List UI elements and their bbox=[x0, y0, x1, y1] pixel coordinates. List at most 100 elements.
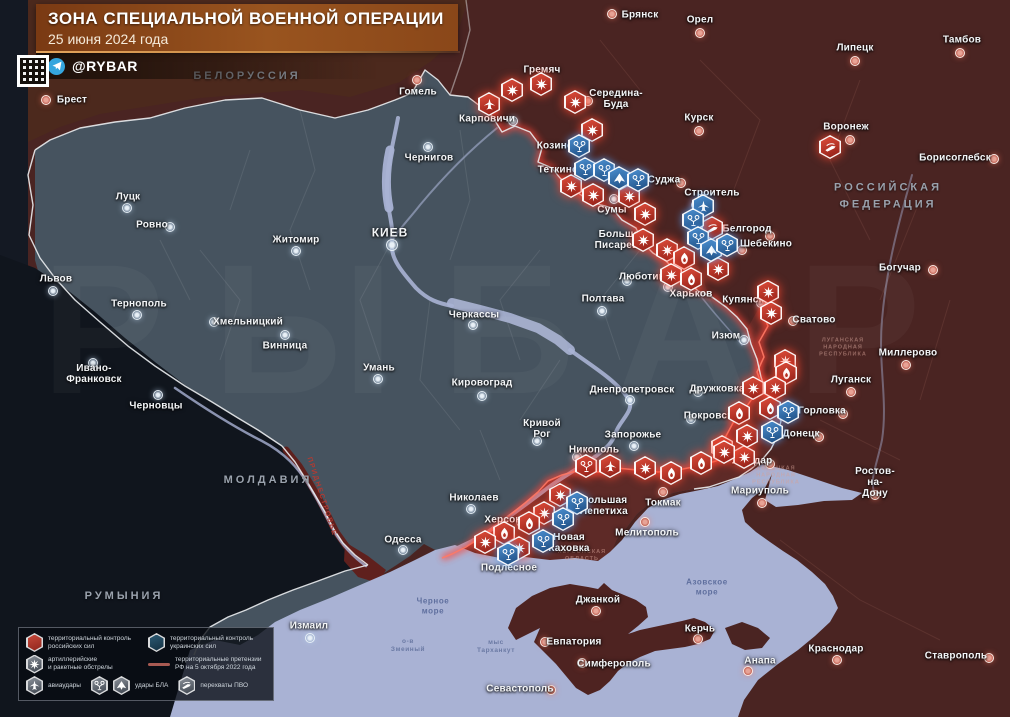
city-dot bbox=[540, 637, 550, 647]
legend-item-air-defense: перехваты ПВО bbox=[178, 676, 248, 695]
city-dot bbox=[676, 178, 686, 188]
city-label: Шебекино bbox=[739, 238, 793, 250]
legend-item-russian-control: территориальный контроль российских сил bbox=[26, 633, 148, 652]
claims-line-icon bbox=[148, 662, 170, 666]
hexagon-icon bbox=[690, 451, 712, 475]
city-dot bbox=[694, 126, 704, 136]
city-label: Горловка bbox=[798, 405, 846, 417]
city-dot bbox=[291, 246, 301, 256]
city-label: Теткино bbox=[537, 164, 579, 176]
city-label: Измаил bbox=[289, 620, 329, 632]
city-label: Суджа bbox=[647, 174, 681, 186]
city-dot bbox=[280, 330, 290, 340]
city-label: Орел bbox=[686, 14, 714, 26]
city-dot bbox=[765, 459, 775, 469]
city-label: Винница bbox=[262, 340, 308, 352]
hexagon-icon bbox=[518, 511, 540, 535]
city-label: Большая Писаревка bbox=[594, 228, 650, 251]
city-label: Гомель bbox=[399, 86, 437, 98]
qr-code-icon bbox=[17, 55, 49, 87]
city-dot bbox=[412, 75, 422, 85]
hexagon-icon bbox=[581, 118, 603, 142]
oblast-lines-ua bbox=[159, 109, 641, 481]
city-label: КИЕВ bbox=[371, 225, 409, 240]
legend-item-drone-strikes: удары БЛА bbox=[90, 676, 168, 695]
city-label: Сватово bbox=[792, 314, 836, 326]
city-label: Евпатория bbox=[546, 636, 602, 648]
city-label: Запорожье bbox=[604, 429, 662, 441]
city-dot bbox=[48, 286, 58, 296]
air-defense-icon bbox=[178, 676, 196, 695]
hexagon-icon bbox=[552, 507, 574, 531]
hexagon-icon bbox=[575, 454, 597, 478]
city-dot bbox=[466, 504, 476, 514]
hexagon-icon bbox=[707, 257, 729, 281]
city-dot bbox=[153, 390, 163, 400]
city-dot bbox=[850, 56, 860, 66]
hexagon-icon bbox=[608, 166, 630, 190]
city-label: Николаев bbox=[449, 492, 499, 504]
city-label: Карповичи bbox=[458, 113, 516, 125]
city-dot bbox=[955, 48, 965, 58]
city-label: Анапа bbox=[744, 655, 776, 667]
hexagon-icon bbox=[568, 134, 590, 158]
city-label: Харьков bbox=[669, 288, 713, 300]
hexagon-icon bbox=[474, 530, 496, 554]
hexagon-icon bbox=[532, 529, 554, 553]
city-dot bbox=[693, 387, 703, 397]
city-label: Купянск bbox=[722, 294, 764, 306]
city-label: Луцк bbox=[115, 191, 141, 203]
city-label: Курск bbox=[684, 112, 714, 124]
city-label: Тамбов bbox=[942, 34, 982, 46]
telegram-bar: @RYBAR bbox=[36, 53, 376, 79]
hexagon-icon bbox=[777, 400, 799, 424]
city-dot bbox=[122, 203, 132, 213]
city-label: Хмельницкий bbox=[213, 316, 283, 328]
channel-handle: @RYBAR bbox=[72, 58, 138, 74]
city-dot bbox=[209, 317, 219, 327]
quadcopter-drone-icon bbox=[90, 676, 108, 695]
city-label: Херсон bbox=[484, 514, 522, 526]
city-label: Миллерово bbox=[878, 347, 938, 359]
hexagon-icon bbox=[566, 491, 588, 515]
city-label: Ростов-на-Дону bbox=[855, 466, 895, 500]
hexagon-icon bbox=[530, 72, 552, 96]
city-dot bbox=[838, 409, 848, 419]
city-label: Козино bbox=[536, 140, 574, 152]
legend-item-ukrainian-control: территориальный контроль украинских сил bbox=[148, 633, 253, 652]
hexagon-icon bbox=[761, 420, 783, 444]
map-title: ЗОНА СПЕЦИАЛЬНОЙ ВОЕННОЙ ОПЕРАЦИИ bbox=[48, 9, 444, 28]
city-dot bbox=[928, 265, 938, 275]
city-label: Луганск bbox=[830, 374, 872, 386]
legend: территориальный контроль российских сил … bbox=[18, 627, 274, 701]
city-dot bbox=[629, 441, 639, 451]
hexagon-icon bbox=[560, 174, 582, 198]
city-dot bbox=[305, 633, 315, 643]
city-label: Дружковка bbox=[689, 383, 745, 395]
city-dot bbox=[477, 391, 487, 401]
map-date: 25 июня 2024 года bbox=[48, 31, 169, 47]
title-bar: ЗОНА СПЕЦИАЛЬНОЙ ВОЕННОЙ ОПЕРАЦИИ 25 июн… bbox=[36, 4, 458, 51]
hexagon-icon bbox=[656, 238, 678, 262]
black-sea bbox=[170, 464, 862, 717]
city-dot bbox=[765, 231, 775, 241]
city-dot bbox=[468, 320, 478, 330]
city-label: Севастополь bbox=[486, 683, 554, 695]
legend-item-airstrikes: авиаудары bbox=[26, 676, 81, 695]
hexagon-icon bbox=[582, 183, 604, 207]
city-dot bbox=[597, 306, 607, 316]
legend-item-territorial-claims: территориальные претензии РФ на 5 октябр… bbox=[148, 656, 262, 672]
hexagon-icon bbox=[682, 208, 704, 232]
city-dot bbox=[386, 239, 398, 251]
hexagon-icon bbox=[574, 157, 596, 181]
city-dot bbox=[984, 653, 994, 663]
hexagon-icon bbox=[599, 454, 621, 478]
artillery-icon bbox=[26, 654, 43, 674]
oblast-lines-ru bbox=[599, 39, 951, 641]
city-label: Краснодар bbox=[808, 643, 864, 655]
city-label: Полтава bbox=[581, 293, 625, 305]
city-label: Строитель bbox=[684, 187, 740, 199]
city-label: Днепропетровск bbox=[589, 384, 675, 396]
city-dot bbox=[788, 316, 798, 326]
city-dot bbox=[165, 222, 175, 232]
